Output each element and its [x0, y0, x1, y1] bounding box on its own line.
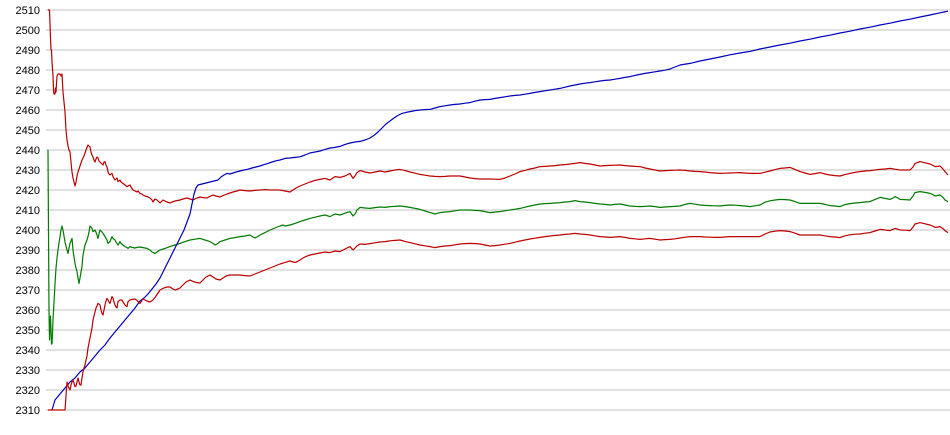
- series-layer: [47, 9, 949, 411]
- y-tick-label: 2410: [16, 205, 40, 217]
- y-tick-label: 2350: [16, 325, 40, 337]
- y-tick-label: 2470: [16, 85, 40, 97]
- y-tick-label: 2310: [16, 405, 40, 417]
- y-tick-label: 2440: [16, 145, 40, 157]
- y-tick-label: 2370: [16, 285, 40, 297]
- y-tick-label: 2460: [16, 105, 40, 117]
- y-tick-label: 2450: [16, 125, 40, 137]
- y-tick-label: 2330: [16, 365, 40, 377]
- series-red-upper-line: [48, 9, 949, 204]
- y-tick-label: 2340: [16, 345, 40, 357]
- y-tick-label: 2360: [16, 305, 40, 317]
- y-tick-label: 2320: [16, 385, 40, 397]
- y-tick-label: 2390: [16, 245, 40, 257]
- series-blue-rising-line: [51, 10, 949, 411]
- y-tick-label: 2430: [16, 165, 40, 177]
- y-tick-label: 2500: [16, 25, 40, 37]
- y-tick-label: 2490: [16, 45, 40, 57]
- y-tick-label: 2420: [16, 185, 40, 197]
- series-green-middle-line: [47, 149, 949, 345]
- gridlines-layer: [46, 9, 950, 411]
- series-red-lower-line: [48, 222, 949, 411]
- y-tick-label: 2400: [16, 225, 40, 237]
- y-tick-label: 2380: [16, 265, 40, 277]
- y-tick-label: 2480: [16, 65, 40, 77]
- y-tick-labels-layer: 2510 2500 2490 2480 2470 2460 2450 2440 2430 2420…: [16, 5, 40, 417]
- y-tick-label: 2510: [16, 5, 40, 17]
